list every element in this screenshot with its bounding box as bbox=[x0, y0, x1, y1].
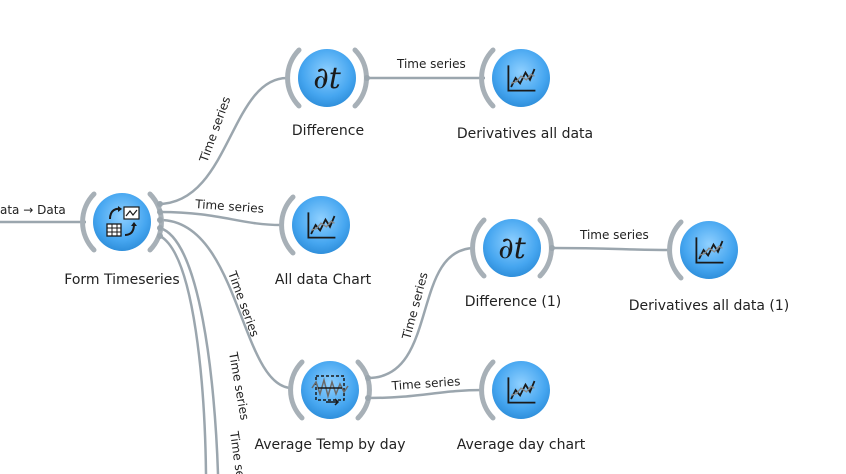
node-average-temp-by-day[interactable] bbox=[288, 359, 372, 421]
node-derivatives-all-data-1[interactable] bbox=[667, 219, 738, 281]
node-form-timeseries[interactable] bbox=[80, 191, 164, 253]
link-label-diff-deriv: Time series bbox=[396, 57, 466, 71]
node-all-data-chart[interactable] bbox=[279, 194, 350, 256]
node-label-all-data-chart[interactable]: All data Chart bbox=[274, 272, 372, 288]
link-label-avg-avgchart: Time series bbox=[390, 374, 461, 393]
derivative-icon: ∂t bbox=[498, 231, 527, 266]
link-form-to-all-data-chart[interactable] bbox=[159, 210, 282, 227]
link-form-to-avg-temp[interactable] bbox=[159, 218, 293, 390]
link-label-form-allchart: Time series bbox=[194, 197, 265, 216]
link-avg-temp-to-avg-chart[interactable] bbox=[367, 388, 484, 400]
derivative-icon: ∂t bbox=[313, 61, 342, 96]
link-label-diff1-deriv1: Time series bbox=[579, 228, 649, 242]
link-form-to-offscreen-2[interactable] bbox=[159, 234, 208, 474]
node-label-difference[interactable]: Difference bbox=[291, 123, 365, 139]
link-form-to-offscreen-1[interactable] bbox=[159, 226, 220, 474]
node-label-form-timeseries[interactable]: Form Timeseries bbox=[64, 272, 180, 288]
node-label-derivatives-all-data[interactable]: Derivatives all data bbox=[456, 126, 594, 142]
link-difference-1-to-derivatives-1[interactable] bbox=[551, 246, 671, 252]
link-label-form-diff: Time series bbox=[196, 95, 233, 165]
link-label-form-offscreen-2: Time se bbox=[227, 429, 248, 474]
node-label-derivatives-all-data-1[interactable]: Derivatives all data (1) bbox=[628, 298, 790, 314]
node-difference-1[interactable]: ∂t bbox=[470, 217, 555, 279]
node-label-average-temp-by-day[interactable]: Average Temp by day bbox=[254, 437, 406, 453]
node-label-difference-1[interactable]: Difference (1) bbox=[464, 294, 562, 310]
node-label-average-day-chart[interactable]: Average day chart bbox=[456, 437, 586, 453]
link-label-form-avgtemp: Time series bbox=[225, 268, 262, 338]
node-average-day-chart[interactable] bbox=[479, 359, 550, 421]
moving-average-icon bbox=[311, 375, 349, 406]
link-form-to-difference[interactable] bbox=[157, 76, 288, 206]
link-avg-temp-to-difference-1[interactable] bbox=[367, 246, 476, 380]
link-label-file: ata → Data bbox=[0, 203, 66, 217]
node-derivatives-all-data[interactable] bbox=[479, 47, 550, 109]
link-label-form-offscreen-1: Time series bbox=[226, 350, 252, 421]
form-timeseries-icon bbox=[106, 206, 140, 237]
node-difference[interactable]: ∂t bbox=[285, 47, 370, 109]
